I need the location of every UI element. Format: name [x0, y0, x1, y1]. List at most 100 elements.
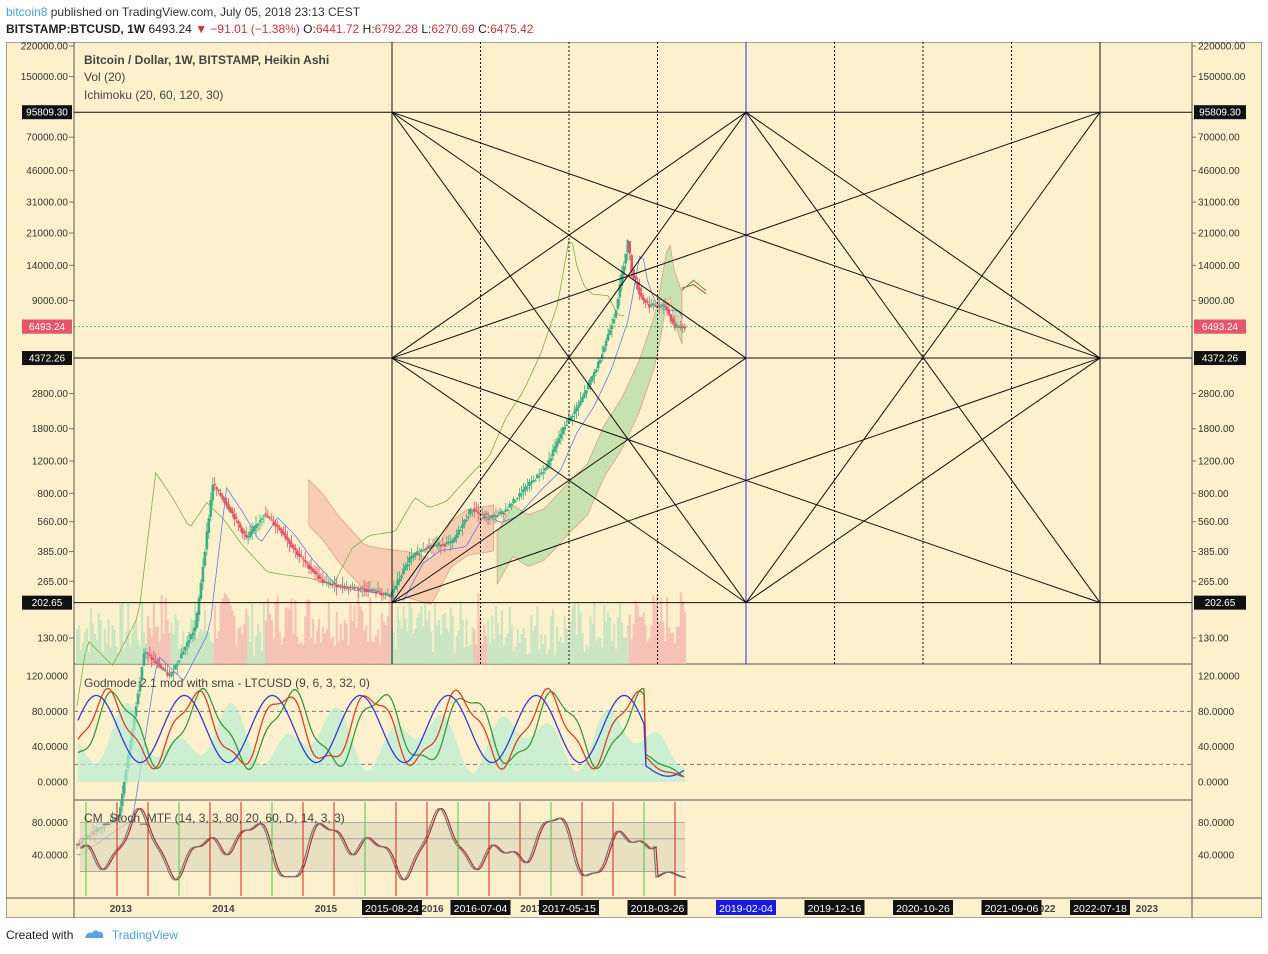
candle-body: [596, 361, 600, 369]
candle-body: [581, 397, 584, 402]
volume-bar: [319, 642, 323, 664]
volume-bar: [595, 640, 598, 664]
volume-bar: [416, 617, 419, 664]
candle-body: [343, 586, 346, 589]
candle-body: [518, 493, 521, 497]
time-badge-text: 2015-08-24: [365, 903, 419, 915]
candle-body: [555, 441, 559, 448]
volume-bar: [140, 601, 144, 664]
time-badge: [362, 900, 422, 915]
candle-body: [372, 589, 376, 591]
tradingview-link[interactable]: TradingView: [111, 928, 178, 942]
close-value: 6475.42: [490, 22, 534, 36]
volume-bar: [245, 608, 248, 664]
volume-bar: [565, 628, 568, 664]
volume-bar: [616, 617, 620, 664]
candle-body: [272, 521, 276, 525]
price-badge-left-text: 95809.30: [26, 108, 68, 119]
candle-body: [400, 575, 403, 578]
volume-bar: [563, 615, 566, 664]
candle-body: [183, 646, 187, 651]
last-price: 6493.24: [148, 22, 192, 36]
volume-bar: [164, 597, 167, 664]
candle-body: [345, 586, 348, 588]
candle-body: [136, 693, 140, 705]
volume-bar: [607, 612, 610, 664]
candle-body: [211, 484, 215, 501]
volume-bar: [622, 637, 625, 664]
candle-body: [140, 666, 144, 679]
candle-body: [504, 509, 508, 513]
price-tick-right: 9000.00: [1198, 296, 1235, 307]
volume-bar: [355, 627, 358, 664]
volume-bar: [247, 615, 250, 664]
candle-body: [215, 486, 218, 490]
chart-canvas[interactable]: 0.0000 0.0000 40.0000 40.0000 80.0000 80.0000…: [6, 42, 1262, 918]
volume-bar: [225, 595, 228, 664]
price-tick-right: 385.00: [1198, 547, 1229, 558]
price-tick-left: 31000.00: [26, 198, 68, 209]
volume-bar: [599, 638, 602, 664]
candle-body: [254, 524, 258, 529]
candle-body: [514, 500, 517, 502]
candle-body: [154, 660, 158, 664]
volume-bar: [459, 601, 462, 664]
candle-body: [683, 326, 687, 329]
candle-body: [665, 306, 669, 311]
time-tick: 2022: [1033, 904, 1056, 915]
candle-body: [563, 426, 567, 430]
volume-bar: [437, 620, 441, 664]
volume-bar: [491, 615, 494, 664]
volume-bar: [251, 603, 254, 664]
volume-bar: [435, 625, 439, 664]
volume-bar: [532, 630, 535, 664]
candle-body: [433, 545, 437, 547]
volume-bar: [81, 642, 85, 664]
price-tick-right: 1200.00: [1198, 457, 1235, 468]
left-price-axis[interactable]: [6, 42, 75, 899]
volume-bar: [673, 643, 677, 664]
candle-body: [172, 671, 175, 674]
candle-body: [111, 819, 114, 822]
author-link[interactable]: bitcoin8: [6, 5, 48, 19]
volume-bar: [241, 634, 244, 664]
volume-bar: [418, 612, 421, 664]
volume-bar: [520, 633, 523, 664]
volume-bar: [229, 604, 232, 664]
candle-body: [160, 666, 163, 669]
candle-body: [280, 529, 283, 534]
volume-bar: [97, 613, 100, 664]
candle-body: [447, 541, 451, 544]
volume-bar: [266, 598, 270, 664]
volume-bar: [339, 623, 342, 664]
stoch-tick-left: 80.0000: [32, 818, 69, 829]
volume-bar: [345, 623, 348, 664]
publish-line: bitcoin8 published on TradingView.com, J…: [6, 5, 360, 19]
price-pane[interactable]: [73, 42, 1193, 665]
candle-body: [467, 516, 470, 518]
candle-body: [408, 557, 411, 563]
volume-bar: [433, 602, 437, 664]
volume-bar: [76, 629, 79, 664]
candle-body: [225, 501, 228, 506]
volume-bar: [357, 594, 360, 664]
volume-bar: [630, 639, 633, 664]
volume-bar: [498, 634, 502, 664]
candle-body: [262, 515, 266, 517]
right-price-axis[interactable]: [1191, 42, 1262, 899]
volume-bar: [610, 640, 614, 664]
candle-body: [516, 497, 519, 500]
volume-bar: [658, 621, 661, 664]
volume-bar: [439, 634, 443, 664]
volume-bar: [304, 616, 307, 664]
volume-bar: [237, 628, 240, 664]
volume-bar: [125, 631, 128, 664]
candle-body: [317, 575, 321, 580]
candle-body: [191, 632, 195, 636]
candle-body: [630, 255, 633, 271]
candle-body: [366, 589, 370, 592]
volume-bar: [624, 637, 627, 664]
volume-bar: [469, 644, 472, 664]
volume-bar: [551, 609, 555, 664]
volume-bar: [609, 617, 612, 664]
